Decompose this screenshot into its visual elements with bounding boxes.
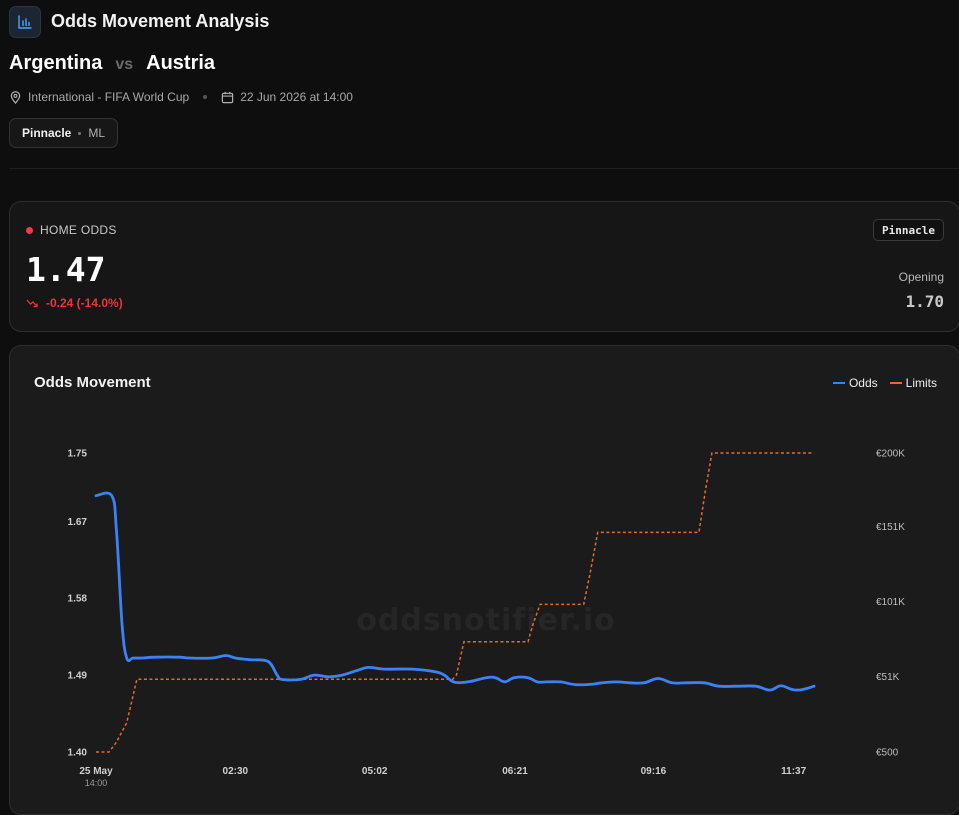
- y-right-tick-label: €51K: [876, 672, 900, 683]
- y-right-tick-label: €101K: [876, 597, 905, 608]
- y-left-tick-label: 1.67: [68, 517, 88, 528]
- odds-chart: oddsnotifier.io 1.40 1.49 1.58 1.67 1.75 €50…: [68, 449, 906, 789]
- odds-label-text: HOME ODDS: [40, 223, 117, 237]
- pill-separator: [78, 131, 82, 135]
- y-axis-left: 1.40 1.49 1.58 1.67 1.75: [68, 449, 88, 759]
- page-title: Odds Movement Analysis: [51, 11, 270, 31]
- bookmaker-label: Pinnacle: [22, 126, 72, 140]
- y-right-tick-label: €500: [876, 748, 899, 759]
- market-selector[interactable]: Pinnacle ML: [9, 118, 119, 148]
- legend-swatch-odds: [832, 382, 845, 384]
- match-datetime: 22 Jun 2026 at 14:00: [240, 90, 353, 104]
- y-left-tick-label: 1.40: [68, 748, 88, 759]
- status-dot-icon: [26, 226, 33, 234]
- opening-label: Opening: [898, 270, 944, 284]
- home-team: Argentina: [9, 52, 103, 74]
- odds-change-text: -0.24 (-14.0%): [46, 296, 123, 310]
- legend-label-limits: Limits: [905, 376, 937, 390]
- opening-value: 1.70: [905, 292, 944, 311]
- series-line-odds: [94, 491, 816, 692]
- legend-label-odds: Odds: [848, 376, 878, 390]
- odds-movement-chart-card: Odds Movement Odds Limits oddsnotifier.i…: [9, 345, 959, 815]
- x-tick-label: 09:16: [641, 766, 667, 777]
- y-left-tick-label: 1.58: [68, 594, 88, 605]
- odds-change: -0.24 (-14.0%): [26, 296, 123, 310]
- y-left-tick-label: 1.49: [68, 671, 88, 682]
- match-title: Argentina vs Austria: [9, 52, 215, 75]
- match-meta: International - FIFA World Cup 22 Jun 20…: [9, 90, 353, 104]
- x-tick-sublabel: 14:00: [85, 778, 108, 788]
- chart-title: Odds Movement: [34, 374, 151, 391]
- x-tick-label: 11:37: [781, 766, 806, 777]
- legend-item-odds[interactable]: Odds: [832, 376, 878, 390]
- y-right-tick-label: €151K: [876, 522, 905, 533]
- chart-legend: Odds Limits: [821, 376, 937, 390]
- competition-label: International - FIFA World Cup: [28, 90, 190, 104]
- trend-down-icon: [26, 299, 38, 307]
- y-right-tick-label: €200K: [876, 449, 905, 460]
- section-divider: [9, 168, 959, 169]
- location-pin-icon: [10, 90, 21, 104]
- app-logo: [9, 6, 41, 38]
- legend-swatch-limits: [889, 382, 902, 384]
- vs-label: vs: [115, 56, 134, 73]
- market-type-label: ML: [88, 126, 106, 140]
- x-tick-label: 25 May: [79, 766, 113, 777]
- bar-chart-icon: [18, 15, 32, 29]
- home-odds-card: HOME ODDS 1.47 -0.24 (-14.0%) Pinnacle O…: [9, 201, 959, 332]
- x-tick-label: 02:30: [223, 766, 249, 777]
- odds-label: HOME ODDS: [26, 223, 117, 237]
- chart-watermark: oddsnotifier.io: [356, 603, 616, 638]
- x-tick-label: 06:21: [502, 766, 528, 777]
- current-odds: 1.47: [26, 250, 106, 289]
- bookmaker-badge: Pinnacle: [873, 219, 944, 241]
- meta-separator: [203, 95, 208, 99]
- x-tick-label: 05:02: [362, 766, 388, 777]
- calendar-icon: [221, 91, 234, 103]
- away-team: Austria: [146, 52, 216, 74]
- series-line-limits: [96, 452, 815, 753]
- y-left-tick-label: 1.75: [68, 449, 88, 460]
- legend-item-limits[interactable]: Limits: [889, 376, 937, 390]
- y-axis-right: €500 €51K €101K €151K €200K: [876, 449, 905, 759]
